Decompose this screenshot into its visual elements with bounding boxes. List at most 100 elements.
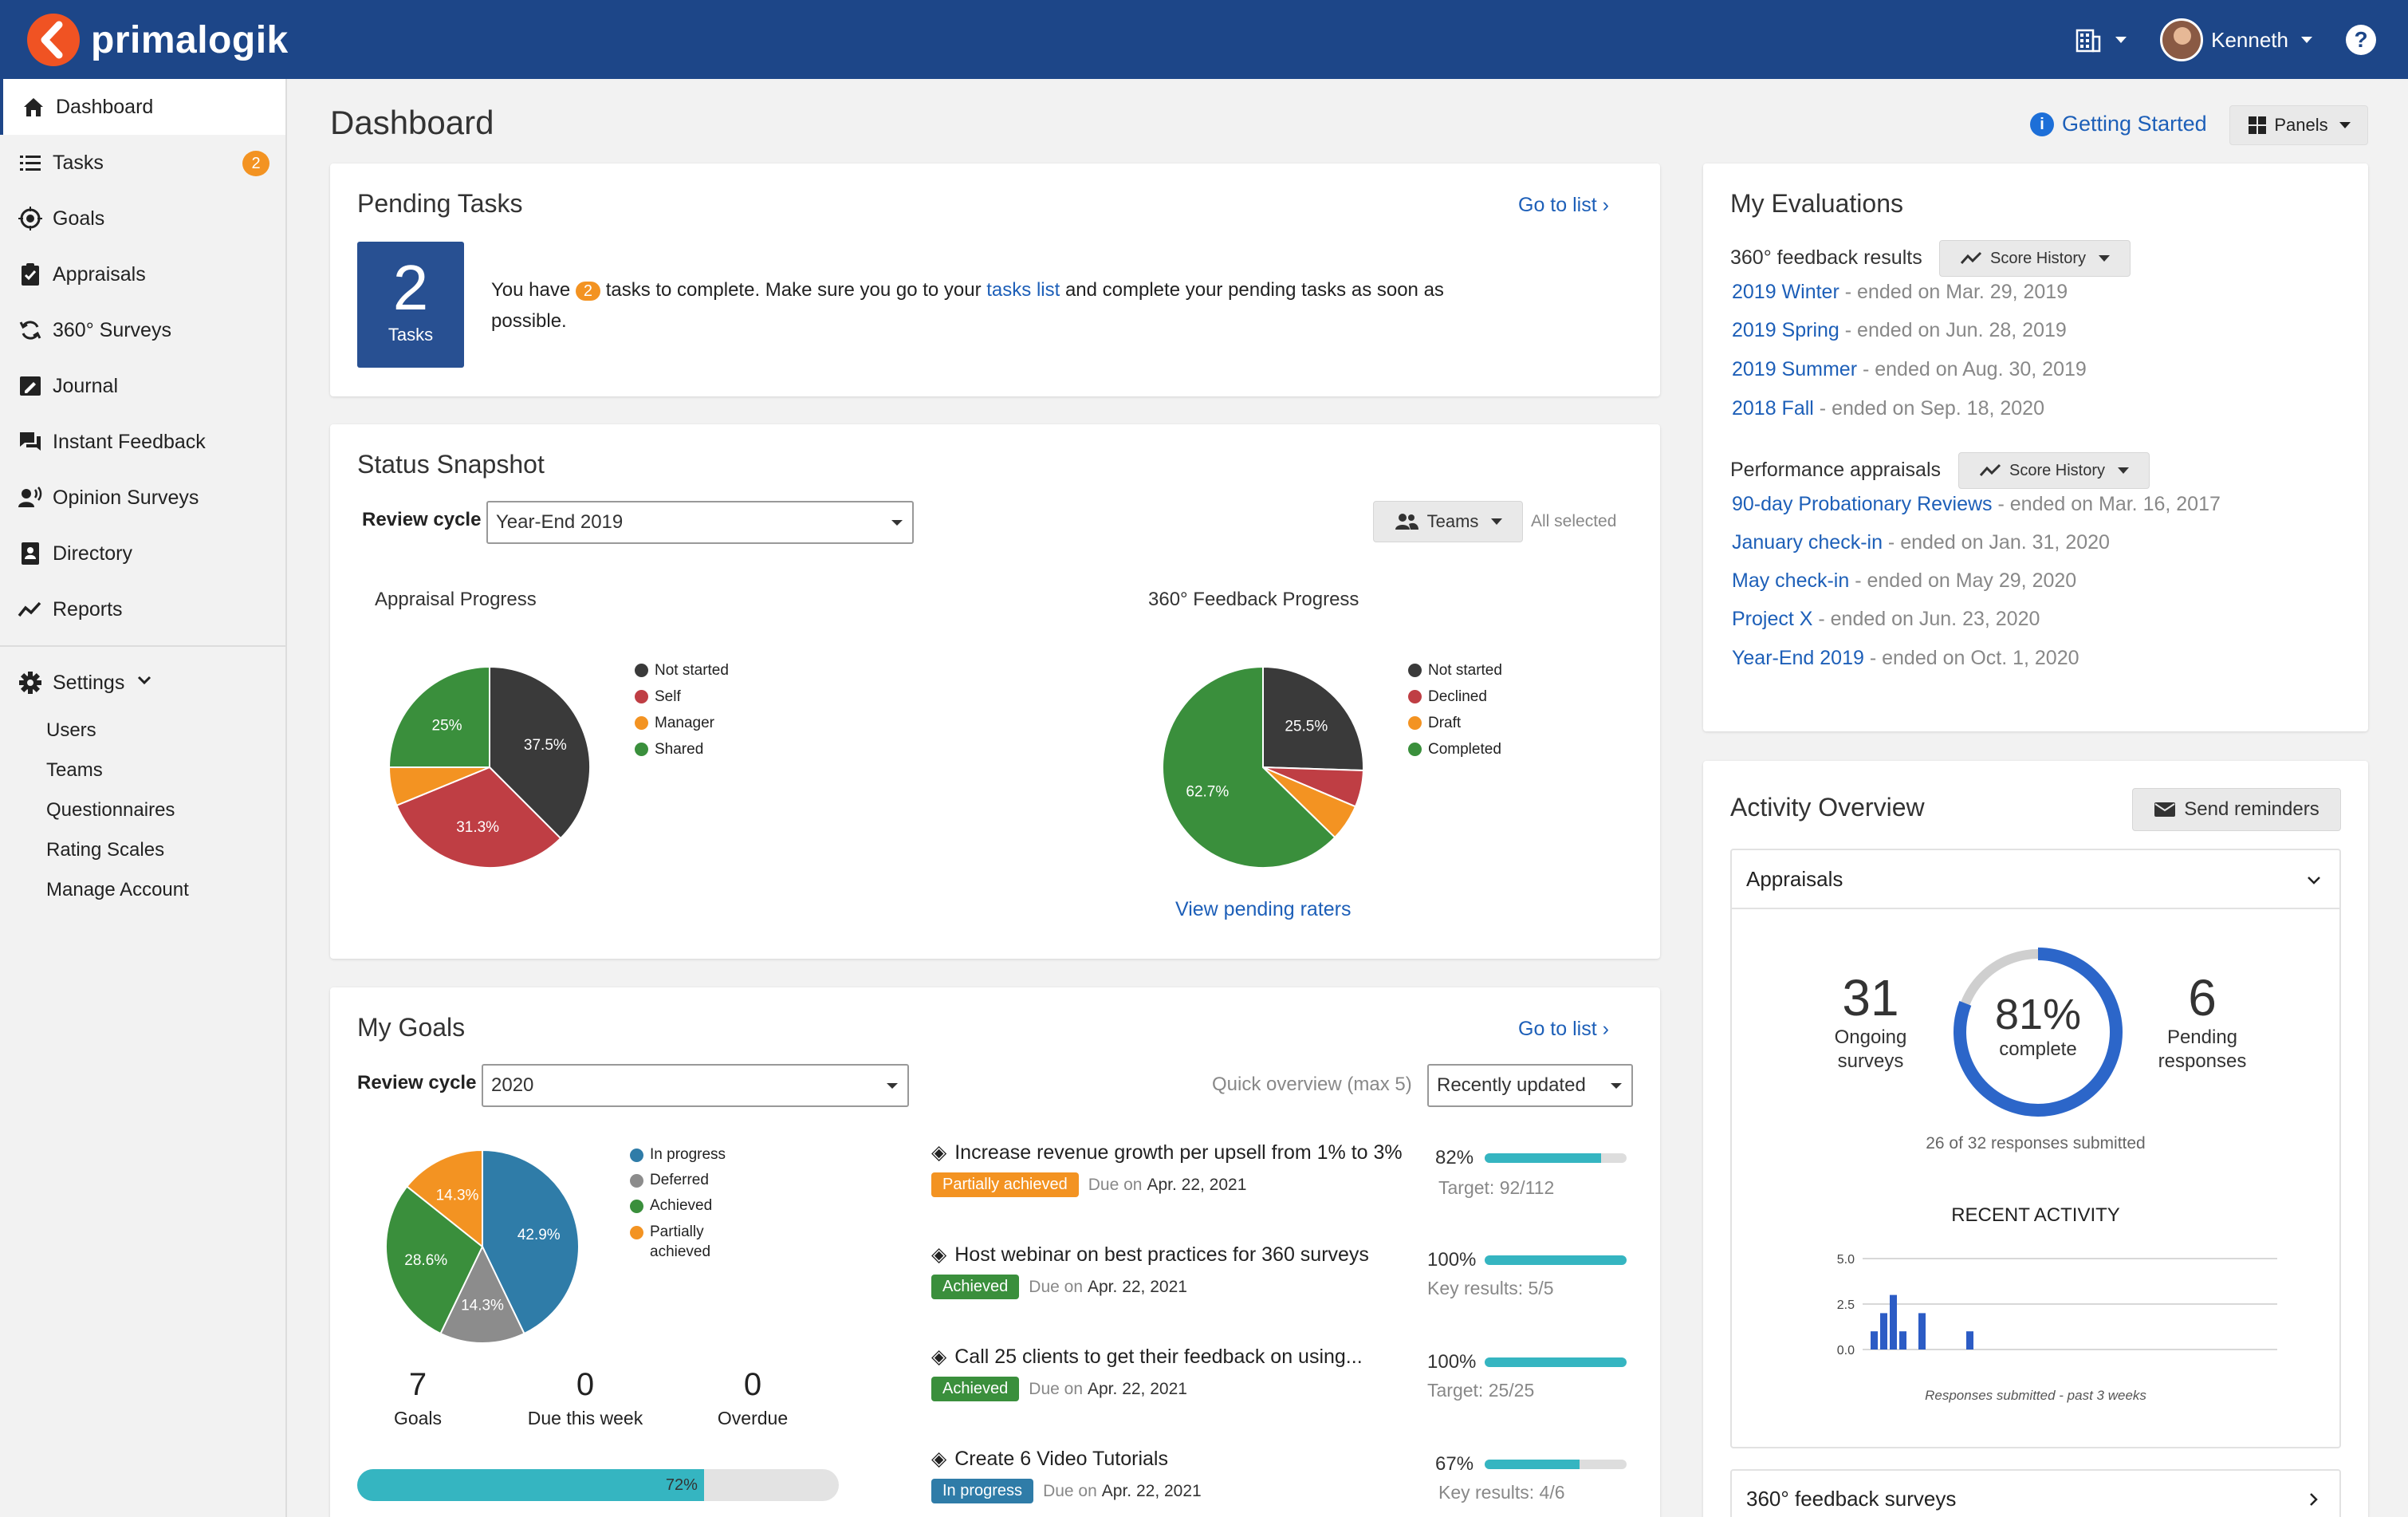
pending-tasks-title: Pending Tasks	[357, 189, 523, 219]
goals-review-cycle-select[interactable]: 2020	[482, 1064, 909, 1107]
score-history-label: Score History	[2009, 462, 2105, 480]
legend-item: Declined	[1408, 684, 1502, 710]
sidebar-subitem-rating-scales[interactable]: Rating Scales	[0, 830, 285, 870]
bar	[1890, 1295, 1897, 1350]
sidebar-item-settings[interactable]: Settings	[0, 655, 285, 711]
view-pending-raters-link[interactable]: View pending raters	[1175, 898, 1352, 921]
goal-percent: 82%	[1435, 1147, 1474, 1169]
stat-label: Due this week	[506, 1408, 665, 1429]
goals-legend: In progress Deferred Achieved Partially …	[630, 1142, 726, 1262]
completion-text: 81% complete	[1949, 991, 2127, 1061]
y-tick-label: 5.0	[1837, 1253, 1855, 1267]
pie-data-label: 62.7%	[1186, 783, 1229, 800]
pending-tasks-go-to-list[interactable]: Go to list ›	[1518, 194, 1609, 217]
message-line2: possible.	[491, 310, 567, 332]
appraisal-link[interactable]: Year-End 2019	[1732, 647, 1864, 669]
appraisals-score-history-button[interactable]: Score History	[1958, 452, 2150, 489]
feedback-result-item: 2019 Summer - ended on Aug. 30, 2019	[1732, 358, 2087, 381]
sidebar-item-360-surveys[interactable]: 360° Surveys	[0, 302, 285, 358]
organization-menu[interactable]	[2074, 26, 2127, 54]
envelope-icon	[2154, 801, 2176, 818]
sidebar-item-appraisals[interactable]: Appraisals	[0, 246, 285, 302]
bar	[1871, 1331, 1878, 1350]
appraisal-item: 90-day Probationary Reviews - ended on M…	[1732, 493, 2221, 516]
review-cycle-select[interactable]: Year-End 2019	[486, 501, 914, 544]
legend-label: Deferred	[650, 1168, 709, 1193]
due-label: Due on	[1043, 1482, 1097, 1501]
due-label: Due on	[1088, 1176, 1143, 1195]
sidebar-subitem-questionnaires[interactable]: Questionnaires	[0, 790, 285, 830]
my-goals-title: My Goals	[357, 1013, 465, 1042]
feedback-surveys-tab[interactable]: 360° feedback surveys	[1730, 1469, 2341, 1517]
tasks-count-tile[interactable]: 2 Tasks	[357, 242, 464, 368]
stat-label: Pending	[2134, 1026, 2271, 1050]
legend-item: Manager	[635, 710, 729, 736]
sidebar-item-instant-feedback[interactable]: Instant Feedback	[0, 414, 285, 470]
sort-select[interactable]: Recently updated	[1427, 1064, 1633, 1107]
getting-started-link[interactable]: i Getting Started	[2030, 112, 2207, 136]
status-badge: Achieved	[931, 1275, 1019, 1299]
y-tick-label: 0.0	[1837, 1344, 1855, 1357]
appraisals-tab[interactable]: Appraisals	[1732, 850, 2339, 909]
feedback-result-link[interactable]: 2019 Winter	[1732, 281, 1839, 303]
tasks-list-link[interactable]: tasks list	[986, 279, 1060, 301]
my-evaluations-title: My Evaluations	[1730, 189, 1903, 219]
my-goals-go-to-list[interactable]: Go to list ›	[1518, 1018, 1609, 1041]
sidebar-subitem-users[interactable]: Users	[0, 711, 285, 751]
send-reminders-button[interactable]: Send reminders	[2132, 788, 2341, 831]
sidebar-item-label: Opinion Surveys	[53, 487, 199, 510]
sidebar-item-label: Settings	[53, 672, 124, 695]
logo-mark-icon	[27, 14, 80, 66]
sidebar-item-journal[interactable]: Journal	[0, 358, 285, 414]
appraisal-link[interactable]: May check-in	[1732, 569, 1849, 592]
sidebar-item-dashboard[interactable]: Dashboard	[0, 79, 285, 135]
goals-review-cycle-value: 2020	[491, 1074, 533, 1097]
quick-overview-label: Quick overview (max 5)	[1212, 1074, 1412, 1096]
sidebar-item-opinion-surveys[interactable]: Opinion Surveys	[0, 470, 285, 526]
sidebar-item-label: 360° Surveys	[53, 319, 171, 342]
appraisal-link[interactable]: 90-day Probationary Reviews	[1732, 493, 1993, 515]
legend-label: Completed	[1428, 736, 1501, 762]
teams-label: Teams	[1427, 511, 1479, 532]
appraisal-link[interactable]: January check-in	[1732, 531, 1883, 554]
panels-button[interactable]: Panels	[2229, 105, 2368, 145]
stat-value: 31	[1802, 970, 1939, 1026]
sidebar-item-directory[interactable]: Directory	[0, 526, 285, 581]
appraisal-link[interactable]: Project X	[1732, 608, 1812, 630]
pie-data-label: 14.3%	[436, 1188, 479, 1204]
goal-target: Key results: 5/5	[1427, 1278, 1554, 1299]
feedback-result-link[interactable]: 2019 Spring	[1732, 319, 1839, 341]
avatar	[2160, 18, 2203, 61]
teams-filter-button[interactable]: Teams	[1373, 501, 1523, 542]
help-icon[interactable]: ?	[2346, 25, 2376, 55]
chevron-down-icon	[891, 520, 903, 526]
score-history-button[interactable]: Score History	[1939, 240, 2131, 277]
sidebar-item-label: Directory	[53, 542, 132, 565]
go-to-list-label: Go to list	[1518, 194, 1597, 216]
sidebar-subitem-manage-account[interactable]: Manage Account	[0, 870, 285, 910]
sidebar-item-goals[interactable]: Goals	[0, 191, 285, 246]
sidebar-item-tasks[interactable]: Tasks 2	[0, 135, 285, 191]
goal-progress-fill	[1485, 1153, 1601, 1163]
trend-icon	[16, 595, 45, 624]
activity-overview-card: Activity Overview Send reminders Apprais…	[1703, 761, 2368, 1517]
feedback-result-link[interactable]: 2018 Fall	[1732, 397, 1814, 420]
due-label: Due on	[1029, 1278, 1083, 1297]
goals-stat: 7 Goals	[354, 1367, 482, 1429]
message-middle: tasks to complete. Make sure you go to y…	[606, 279, 982, 301]
user-menu[interactable]: Kenneth	[2160, 18, 2312, 61]
sidebar-item-reports[interactable]: Reports	[0, 581, 285, 637]
legend-label: Draft	[1428, 710, 1461, 736]
feedback-result-link[interactable]: 2019 Summer	[1732, 358, 1857, 380]
goal-progress-fill	[1485, 1357, 1627, 1367]
chevron-down-icon	[887, 1083, 898, 1089]
sidebar-subitem-teams[interactable]: Teams	[0, 751, 285, 790]
recent-activity-chart: 5.02.50.0	[1807, 1246, 2285, 1365]
logo[interactable]: primalogik	[27, 14, 289, 65]
appraisal-item: Year-End 2019 - ended on Oct. 1, 2020	[1732, 647, 2079, 670]
appraisal-item: Project X - ended on Jun. 23, 2020	[1732, 608, 2040, 631]
goal-percent: 100%	[1427, 1249, 1476, 1271]
bar	[1918, 1313, 1926, 1350]
sidebar-item-label: Reports	[53, 598, 123, 621]
appraisals-tab-label: Appraisals	[1746, 867, 1843, 892]
